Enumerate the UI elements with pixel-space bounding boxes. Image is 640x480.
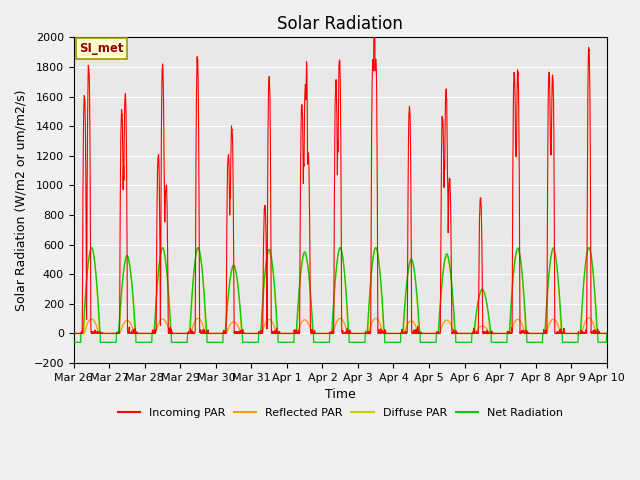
Legend: Incoming PAR, Reflected PAR, Diffuse PAR, Net Radiation: Incoming PAR, Reflected PAR, Diffuse PAR… [113, 404, 567, 422]
Title: Solar Radiation: Solar Radiation [277, 15, 403, 33]
Text: SI_met: SI_met [79, 42, 124, 55]
X-axis label: Time: Time [325, 388, 356, 401]
Y-axis label: Solar Radiation (W/m2 or um/m2/s): Solar Radiation (W/m2 or um/m2/s) [15, 89, 28, 311]
